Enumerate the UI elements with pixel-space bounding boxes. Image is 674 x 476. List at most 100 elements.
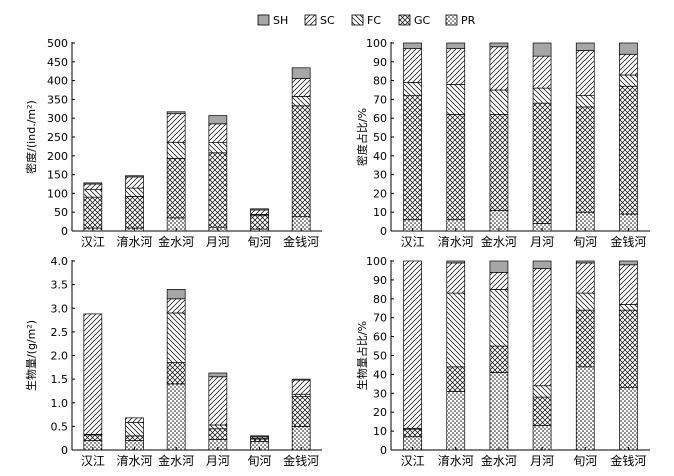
bar-sh (489, 260, 509, 273)
y-tick-label: 350 (47, 93, 68, 106)
x-tick-label: 金钱河 (283, 234, 319, 249)
y-tick-label: 100 (366, 37, 387, 50)
bar-gc (532, 396, 552, 426)
bar-sh (166, 111, 186, 115)
bar-sh (166, 289, 186, 300)
y-tick-label: 60 (373, 331, 387, 344)
bar-gc (532, 102, 552, 224)
legend-label-fc: FC (367, 14, 381, 27)
bar-sh (532, 260, 552, 269)
bar-gc (250, 214, 269, 230)
bar-pr (532, 425, 552, 451)
bar-fc (83, 189, 103, 198)
bar-sc (208, 123, 228, 143)
x-tick-label: 淯水河 (438, 234, 474, 249)
bar-gc (575, 309, 595, 368)
bar-fc (575, 95, 595, 108)
bar-gc (619, 309, 638, 388)
bar-fc (125, 187, 144, 197)
y-tick-label: 70 (373, 312, 387, 325)
x-tick-label: 金钱河 (283, 453, 319, 468)
legend-label-sh: SH (273, 14, 288, 27)
legend-swatch-sh (257, 14, 270, 26)
bar-sc (575, 50, 595, 96)
y-tick-label: 50 (54, 206, 68, 219)
legend-swatch-fc (351, 14, 364, 26)
bar-fc (489, 89, 509, 115)
bar-sc (125, 417, 144, 423)
bar-fc (619, 74, 638, 87)
y-tick-label: 3.0 (51, 302, 69, 315)
bar-pr (446, 391, 466, 451)
bar-gc (125, 435, 144, 441)
y-tick-label: 0 (61, 444, 68, 457)
bar-sc (446, 48, 466, 85)
bar-sh (575, 260, 595, 264)
x-tick-label: 旬河 (247, 454, 271, 468)
x-tick-label: 金水河 (158, 453, 194, 468)
bar-sc (166, 113, 186, 143)
bar-fc (446, 84, 466, 115)
bar-sc (166, 298, 186, 314)
legend-swatch-sc (304, 14, 317, 26)
y-tick-label: 1.0 (51, 397, 69, 410)
bar-sc (291, 379, 311, 395)
x-tick-label: 金钱河 (610, 234, 646, 249)
x-tick-label: 金水河 (158, 234, 194, 249)
bar-pr (619, 387, 638, 451)
bar-sh (250, 435, 269, 438)
y-tick-label: 0 (380, 225, 387, 238)
y-tick-label: 10 (373, 206, 387, 219)
bar-pr (489, 372, 509, 451)
bar-gc (403, 428, 422, 438)
bar-gc (403, 95, 422, 221)
bar-gc (575, 106, 595, 213)
y-axis-label: 密度占比/% (355, 108, 369, 166)
x-tick-label: 金水河 (481, 453, 517, 468)
bar-sc (575, 262, 595, 294)
bar-gc (208, 152, 228, 228)
bar-fc (532, 385, 552, 398)
bar-gc (446, 366, 466, 392)
y-tick-label: 0.5 (51, 420, 69, 433)
bar-sh (489, 42, 509, 48)
bar-gc (446, 114, 466, 221)
bar-fc (489, 289, 509, 347)
y-tick-label: 300 (47, 112, 68, 125)
legend-swatch-gc (398, 14, 411, 26)
chart-biomass-percent: 0 10 20 30 40 50 60 70 80 90 100 生物量占比/% 汉江 淯水河 金水河 月河 旬… (355, 255, 650, 468)
y-tick-label: 80 (373, 75, 387, 88)
x-tick-label: 淯水河 (116, 453, 152, 468)
bar-gc (489, 345, 509, 373)
y-tick-label: 4.0 (51, 255, 69, 268)
bar-gc (83, 434, 103, 441)
y-tick-label: 60 (373, 112, 387, 125)
bar-sc (489, 271, 509, 290)
chart-density-percent: 0 10 20 30 40 50 60 70 80 90 100 密度占比/% 汉江 淯水河 金水河 月河 旬河… (355, 37, 650, 249)
x-tick-label: 旬河 (247, 235, 271, 249)
x-tick-label: 月河 (206, 454, 230, 468)
bar-sh (446, 260, 466, 264)
bar-fc (532, 87, 552, 104)
bar-sc (619, 264, 638, 305)
bar-fc (166, 141, 186, 159)
bar-fc (446, 292, 466, 368)
x-tick-label: 汉江 (81, 454, 105, 468)
bar-sc (403, 260, 422, 429)
bar-sc (250, 209, 269, 215)
chart-density: 0 50 100 150 200 250 300 350 400 450 500 密度/(ind./m… (24, 37, 322, 249)
bar-sh (532, 42, 552, 57)
bar-sc (489, 46, 509, 91)
bar-pr (166, 383, 186, 451)
legend: SH SC FC GC PR (257, 14, 476, 27)
x-tick-label: 月河 (530, 235, 554, 249)
bar-sc (125, 176, 144, 189)
x-tick-label: 淯水河 (116, 234, 152, 249)
bar-pr (489, 209, 509, 232)
x-tick-label: 月河 (206, 235, 230, 249)
bar-gc (489, 114, 509, 211)
y-tick-label: 50 (373, 350, 387, 363)
y-tick-label: 20 (373, 406, 387, 419)
x-tick-label: 月河 (530, 454, 554, 468)
